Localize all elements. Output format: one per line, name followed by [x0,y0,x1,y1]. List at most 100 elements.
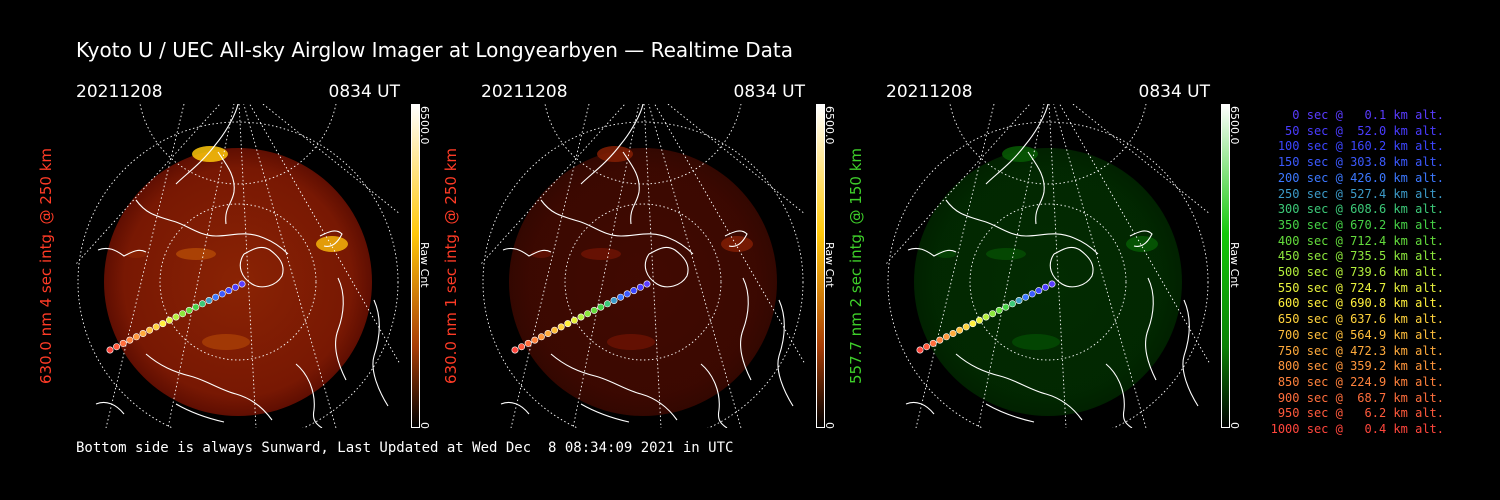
colorbar-unit-label: Raw Cnt [1228,242,1241,288]
coastline [175,403,225,423]
colorbar-min-label: 0 [1228,422,1241,429]
trajectory-point [106,346,114,354]
legend-row: 100 sec @ 160.2 km alt. [1277,139,1444,154]
latitude-grid-line [544,104,742,185]
trajectory-point [139,330,147,338]
allsky-map [76,104,400,428]
aurora-patch [176,248,216,260]
aurora-patch [581,248,621,260]
trajectory-point [238,280,246,288]
coastline [955,353,1083,421]
trajectory-point [231,283,239,291]
coastline [985,104,1049,185]
coastline [239,246,284,288]
legend-row: 900 sec @ 68.7 km alt. [1277,390,1444,405]
panel-date: 20211208 [481,82,568,102]
trajectory-point [218,290,226,298]
imager-panel-2: 20211208 0834 UT 630.0 nm 1 sec intg. @ … [442,80,881,460]
colorbar-unit-label: Raw Cnt [418,242,431,288]
trajectory-point [597,303,605,311]
panel-wavelength-text: 630.0 nm 1 sec intg. @ 250 km [442,147,460,385]
legend-row: 1000 sec @ 0.4 km alt. [1270,422,1444,437]
trajectory-point [159,320,167,328]
colorbar-min-label: 0 [418,422,431,429]
airglow-disk [914,148,1182,416]
coastline [175,104,239,185]
trajectory-point [126,336,134,344]
trajectory-point [537,333,545,341]
legend-row: 450 sec @ 735.5 km alt. [1277,249,1444,264]
colorbar [816,104,825,428]
legend-row: 150 sec @ 303.8 km alt. [1277,155,1444,170]
imager-panel-3: 20211208 0834 UT 557.7 nm 2 sec intg. @ … [847,80,1286,460]
trajectory-point [577,313,585,321]
coastline [550,353,678,421]
coastline [135,199,289,255]
aurora-patch [607,334,655,350]
coastline [985,403,1035,423]
trajectory-point [172,313,180,321]
latitude-grid-line [159,203,317,361]
trajectory-point [1048,280,1056,288]
legend-row: 0 sec @ 0.1 km alt. [1292,108,1444,122]
panel-wavelength-text: 630.0 nm 4 sec intg. @ 250 km [37,147,55,385]
coastline [95,401,125,415]
legend-row: 850 sec @ 224.9 km alt. [1277,374,1444,389]
trajectory-legend: 0 sec @ 0.1 km alt. 50 sec @ 52.0 km alt.… [1262,108,1444,438]
trajectory-point [511,346,519,354]
trajectory-point [212,293,220,301]
trajectory-point [152,323,160,331]
coastline [905,401,935,415]
coastline [622,151,640,225]
trajectory-point [165,316,173,324]
trajectory-point [617,293,625,301]
legend-row: 200 sec @ 426.0 km alt. [1277,170,1444,185]
trajectory-point [923,343,931,351]
trajectory-point [531,336,539,344]
imager-panel-1: 20211208 0834 UT 630.0 nm 4 sec intg. @ … [37,80,476,460]
colorbar [411,104,420,428]
legend-row: 600 sec @ 690.8 km alt. [1277,296,1444,311]
coastline [945,199,1099,255]
aurora-patch [1002,146,1038,162]
legend-row: 750 sec @ 472.3 km alt. [1277,343,1444,358]
longitude-grid-line [886,104,1031,265]
longitude-grid-line [667,104,805,215]
trajectory-point [956,326,964,334]
coastline [580,403,630,423]
coastline [319,230,343,247]
trajectory-point [113,343,121,351]
coastline [777,299,794,407]
longitude-grid-line [481,104,626,265]
colorbar-max-label: 6500.0 [1228,106,1241,145]
legend-row: 300 sec @ 608.6 km alt. [1277,202,1444,217]
trajectory-point [975,316,983,324]
coastline [540,199,694,255]
aurora-patch [1012,334,1060,350]
trajectory-point [929,339,937,347]
trajectory-point [949,330,957,338]
trajectory-point [610,297,618,305]
allsky-map [481,104,805,428]
trajectory-point [179,310,187,318]
trajectory-point [544,330,552,338]
trajectory-point [936,336,944,344]
latitude-grid-line [969,203,1127,361]
trajectory-point [1035,287,1043,295]
trajectory-point [623,290,631,298]
coastline [1182,299,1199,407]
trajectory-point [192,303,200,311]
airglow-disk [509,148,777,416]
aurora-patch [202,334,250,350]
trajectory-point [1015,297,1023,305]
coastline [1027,151,1045,225]
colorbar-max-label: 6500.0 [823,106,836,145]
aurora-patch [316,236,348,252]
latitude-grid-line [482,121,804,428]
longitude-grid-line [167,104,235,428]
legend-row: 550 sec @ 724.7 km alt. [1277,280,1444,295]
latitude-grid-line [949,104,1147,185]
aurora-patch [597,146,633,162]
panel-wavelength-text: 557.7 nm 2 sec intg. @ 150 km [847,147,865,385]
coastline [335,277,347,381]
